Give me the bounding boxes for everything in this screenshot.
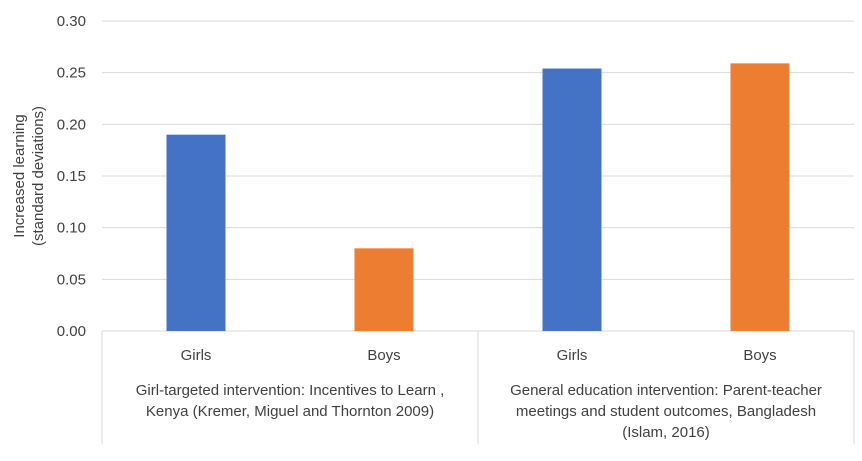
group-label-line: meetings and student outcomes, Banglades… [516, 403, 816, 420]
y-tick-label: 0.10 [57, 220, 86, 237]
labels: 0.00 0.05 0.10 0.15 0.20 0.25 0.30 Girls Boys Gir… [11, 13, 822, 441]
y-axis-title-line: Increased learning [11, 114, 28, 237]
category-label: Boys [743, 347, 776, 364]
bars [166, 63, 790, 332]
y-tick-label: 0.20 [57, 116, 86, 133]
y-tick-label: 0.30 [57, 13, 86, 30]
group-label: General education intervention: Parent-t… [510, 382, 822, 441]
bar-girls [166, 134, 226, 331]
bar-boys [354, 248, 414, 331]
bar-girls [542, 68, 602, 332]
y-tick-label: 0.15 [57, 168, 86, 185]
gridlines [102, 20, 854, 280]
y-tick-label: 0.00 [57, 323, 86, 340]
category-label: Girls [181, 347, 212, 364]
axes [101, 330, 855, 444]
y-tick-label: 0.25 [57, 65, 86, 82]
y-axis-title: Increased learning (standard deviations) [11, 106, 47, 246]
group-label-line: Kenya (Kremer, Miguel and Thornton 2009) [146, 403, 434, 420]
category-label: Boys [367, 347, 400, 364]
group-label: Girl-targeted intervention: Incentives t… [136, 382, 445, 420]
group-label-line: General education intervention: Parent-t… [510, 382, 822, 399]
group-label-line: (Islam, 2016) [622, 424, 710, 441]
bar-boys [730, 63, 790, 331]
y-axis-title-line: (standard deviations) [30, 106, 47, 246]
y-tick-label: 0.05 [57, 271, 86, 288]
category-label: Girls [557, 347, 588, 364]
group-label-line: Girl-targeted intervention: Incentives t… [136, 382, 445, 399]
